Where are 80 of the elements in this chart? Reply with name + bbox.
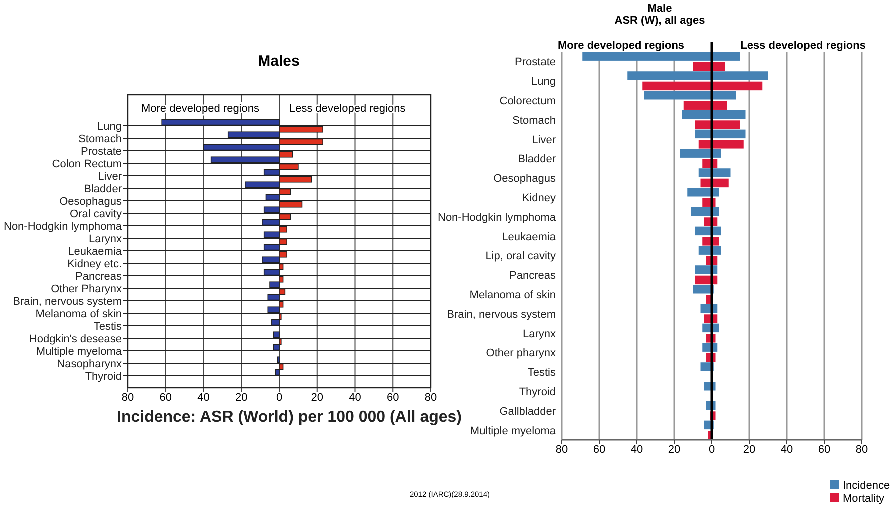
chart-title: Males: [258, 53, 300, 70]
y-tick-label: Kidney etc.: [68, 258, 122, 270]
bar: [695, 130, 746, 139]
y-tick-label: Pancreas: [510, 270, 556, 282]
y-tick-label: Thyroid: [85, 371, 122, 383]
x-tick-label: 20: [311, 392, 324, 404]
x-tick-label: 80: [556, 444, 568, 456]
bar: [698, 246, 722, 255]
y-tick-label: Leukaemia: [68, 246, 123, 258]
x-tick-label: 40: [349, 392, 362, 404]
y-tick-label: Lung: [532, 76, 556, 88]
y-tick-label: Prostate: [81, 146, 122, 158]
annotation: More developed regions: [558, 40, 685, 52]
x-tick-label: 0: [276, 392, 283, 404]
x-tick-label: 60: [593, 444, 606, 456]
y-tick-label: Gallbladder: [500, 406, 556, 418]
y-tick-label: Bladder: [84, 184, 122, 196]
x-axis-title: Incidence: ASR (World) per 100 000 (All ages): [117, 409, 462, 426]
y-tick-label: Prostate: [515, 56, 556, 69]
bar: [682, 110, 746, 120]
x-tick-label: 20: [236, 392, 248, 404]
annotation: Less developed regions: [740, 40, 866, 52]
bar: [680, 149, 722, 158]
y-tick-label: Non-Hodgkin lymphoma: [438, 212, 557, 224]
y-tick-label: Oral cavity: [70, 208, 122, 220]
y-tick-label: Colorectum: [500, 96, 556, 108]
bar: [695, 120, 740, 130]
y-tick-label: Oesophagus: [60, 196, 122, 208]
y-tick-label: Liver: [532, 134, 556, 146]
x-tick-label: 0: [708, 444, 716, 456]
y-tick-label: Lung: [98, 121, 122, 133]
y-tick-label: Testis: [94, 321, 122, 333]
x-tick-label: 40: [198, 392, 210, 404]
y-tick-label: Stomach: [512, 114, 556, 127]
y-tick-label: Other pharynx: [486, 348, 556, 360]
chart-subtitle: ASR (W), all ages: [614, 15, 706, 27]
y-tick-label: Melanoma of skin: [36, 308, 122, 320]
x-tick-label: 80: [122, 392, 134, 404]
x-tick-label: 20: [743, 444, 756, 456]
bar: [688, 188, 720, 197]
y-tick-label: Other Pharynx: [51, 284, 122, 296]
y-tick-label: Hodgkin's desease: [29, 334, 122, 346]
bar: [698, 140, 744, 149]
y-tick-label: Non-Hodgkin lymphoma: [4, 221, 123, 233]
y-tick-label: Multiple myeloma: [36, 346, 123, 358]
bar: [644, 91, 736, 100]
y-tick-label: Oesophagus: [494, 173, 556, 186]
y-tick-label: Testis: [528, 367, 556, 380]
x-tick-label: 20: [668, 444, 681, 456]
y-tick-label: Larynx: [88, 234, 122, 246]
bar: [698, 168, 731, 178]
y-tick-label: Brain, nervous system: [13, 296, 122, 308]
legend-label: Mortality: [843, 493, 886, 505]
bar: [642, 82, 763, 91]
y-tick-label: Liver: [98, 171, 122, 183]
y-tick-label: Stomach: [78, 134, 122, 146]
x-tick-label: 60: [387, 392, 400, 404]
x-tick-label: 60: [160, 392, 172, 404]
x-tick-label: 80: [424, 392, 438, 404]
y-tick-label: Brain, nervous system: [447, 308, 556, 321]
bar: [582, 52, 740, 61]
bar: [628, 72, 768, 80]
y-tick-label: Pancreas: [76, 271, 122, 283]
y-tick-label: Melanoma of skin: [470, 290, 556, 302]
y-tick-label: Larynx: [522, 328, 556, 340]
y-tick-label: Colon Rectum: [52, 158, 122, 170]
legend-label: Incidence: [843, 480, 890, 492]
x-tick-label: 80: [856, 444, 868, 456]
y-tick-label: Multiple myeloma: [470, 425, 557, 438]
x-tick-label: 40: [630, 444, 644, 456]
x-tick-label: 60: [818, 444, 831, 456]
y-tick-label: Thyroid: [519, 386, 556, 398]
y-tick-label: Leukaemia: [502, 231, 557, 244]
x-tick-label: 40: [780, 444, 794, 456]
y-tick-label: Lip, oral cavity: [486, 250, 556, 263]
chart-title: Male: [648, 3, 672, 15]
y-tick-label: Nasopharynx: [57, 358, 122, 370]
y-tick-label: Bladder: [518, 154, 556, 166]
y-tick-label: Kidney: [522, 192, 556, 204]
bar: [684, 101, 727, 110]
